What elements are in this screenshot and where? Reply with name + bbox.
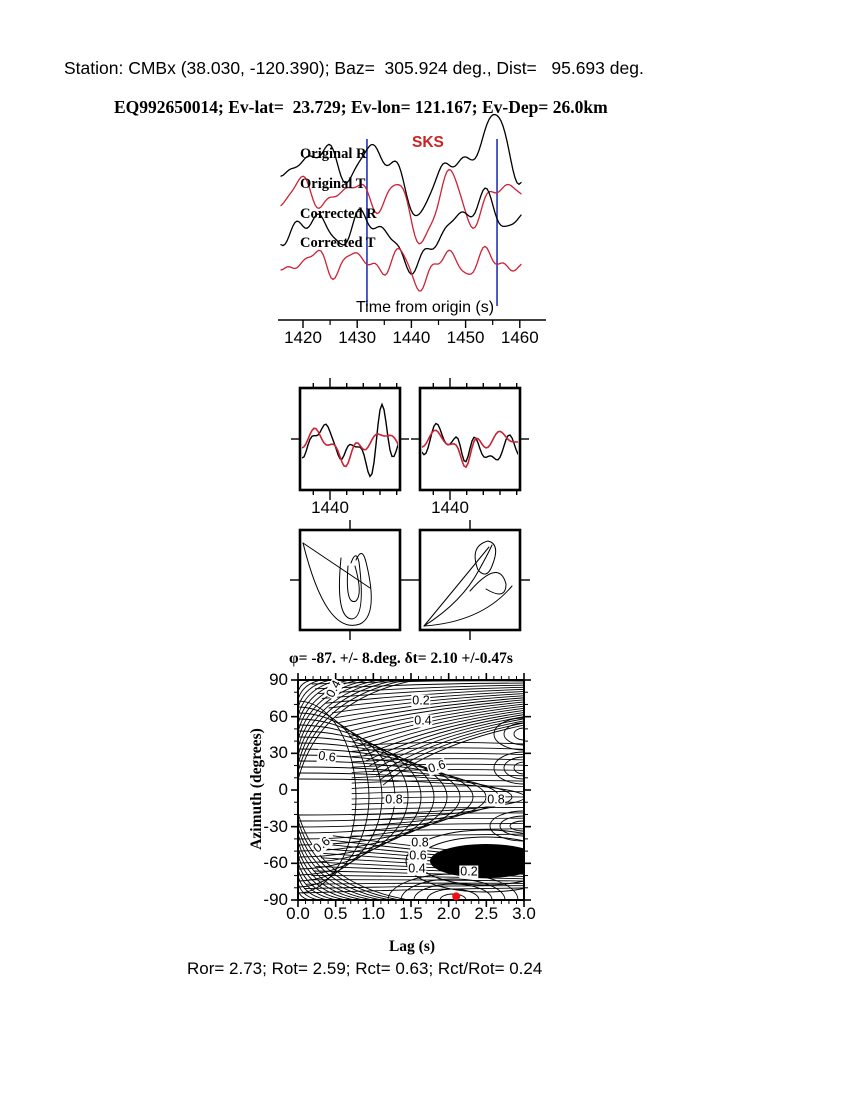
contour-level-label: 0.6 bbox=[310, 833, 334, 857]
station-title: Station: CMBx (38.030, -120.390); Baz= 3… bbox=[64, 58, 644, 78]
time-tick-label: 1460 bbox=[500, 328, 539, 347]
contour-level-label: 0.2 bbox=[411, 693, 431, 708]
azimuth-tick-label: 0 bbox=[278, 780, 288, 799]
overlay-tick-label: 1440 bbox=[431, 498, 469, 517]
time-tick-label: 1440 bbox=[392, 328, 431, 347]
time-tick-label: 1430 bbox=[338, 328, 377, 347]
contour-level-label: 0.8 bbox=[384, 792, 404, 807]
contour-level-label: 0.4 bbox=[413, 713, 433, 728]
contour-level-label: 0.4 bbox=[407, 861, 427, 876]
lag-tick-label: 1.5 bbox=[399, 904, 423, 923]
azimuth-tick-label: -90 bbox=[263, 890, 288, 909]
azimuth-tick-label: 90 bbox=[269, 670, 288, 689]
contour-level-label: 0.6 bbox=[408, 848, 428, 863]
contour-level-label: 0.8 bbox=[410, 835, 430, 850]
trace-label-original-t: Original T bbox=[300, 176, 366, 192]
contour-level-label: 0.6 bbox=[425, 757, 449, 777]
lag-tick-label: 2.5 bbox=[474, 904, 499, 923]
contour-x-axis-title: Lag (s) bbox=[388, 938, 436, 955]
overlay-tick-label: 1440 bbox=[311, 498, 349, 517]
trace-label-original-r: Original R bbox=[300, 146, 367, 162]
azimuth-tick-label: 60 bbox=[269, 706, 288, 726]
time-tick-label: 1450 bbox=[446, 328, 485, 347]
azimuth-tick-label: 30 bbox=[269, 743, 288, 763]
lag-tick-label: 2.0 bbox=[436, 904, 461, 923]
phase-label-sks: SKS bbox=[412, 134, 444, 151]
ratio-summary-line: Ror= 2.73; Rot= 2.59; Rct= 0.63; Rct/Rot… bbox=[187, 959, 543, 978]
contour-level-label: 0.6 bbox=[316, 748, 338, 765]
time-axis-title: Time from origin (s) bbox=[356, 299, 495, 316]
lag-tick-label: 0.5 bbox=[323, 904, 348, 923]
azimuth-tick-label: -60 bbox=[263, 853, 288, 873]
azimuth-tick-label: -30 bbox=[263, 816, 288, 836]
lag-tick-label: 0.0 bbox=[286, 904, 310, 923]
lag-tick-label: 1.0 bbox=[361, 904, 386, 923]
splitting-result-title: φ= -87. +/- 8.deg. δt= 2.10 +/-0.47s bbox=[289, 650, 513, 667]
trace-label-corrected-t: Corrected T bbox=[300, 235, 376, 251]
trace-label-corrected-r: Corrected R bbox=[300, 206, 377, 222]
contour-level-label: 0.2 bbox=[459, 864, 479, 879]
lag-tick-label: 3.0 bbox=[512, 904, 536, 923]
time-tick-label: 1420 bbox=[284, 328, 322, 347]
contour-level-label: 0.4 bbox=[323, 677, 345, 701]
contour-level-label: 0.8 bbox=[486, 792, 506, 807]
event-title: EQ992650014; Ev-lat= 23.729; Ev-lon= 121… bbox=[114, 97, 608, 117]
